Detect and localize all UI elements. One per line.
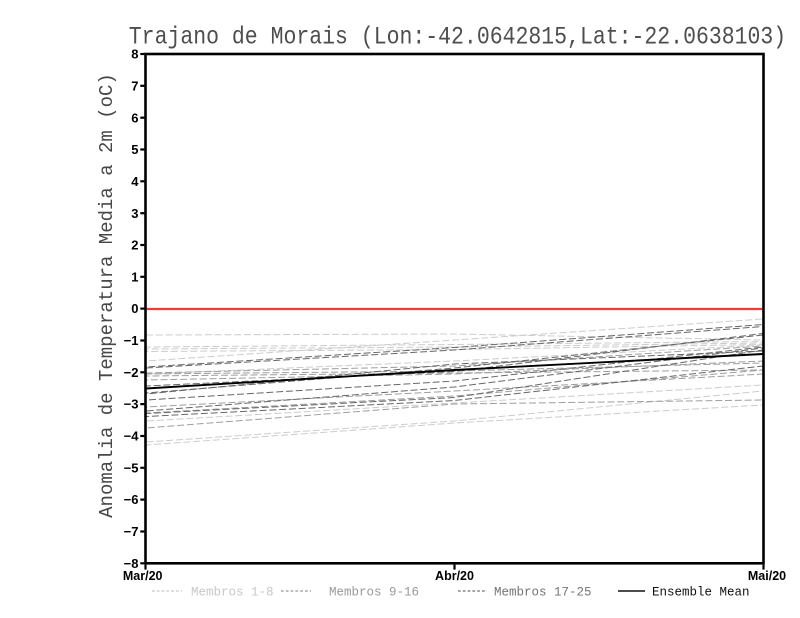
svg-text:Membros 9-16: Membros 9-16: [329, 586, 419, 600]
svg-text:4: 4: [131, 174, 139, 189]
svg-text:−3: −3: [124, 397, 139, 412]
svg-text:2: 2: [131, 238, 138, 253]
svg-text:Anomalia de Temperatura Media: Anomalia de Temperatura Media a 2m (oC): [96, 73, 118, 518]
svg-text:Mar/20: Mar/20: [123, 569, 163, 583]
svg-text:−4: −4: [124, 429, 140, 444]
svg-text:−8: −8: [124, 556, 139, 571]
svg-text:−2: −2: [124, 365, 139, 380]
svg-text:6: 6: [131, 110, 138, 125]
svg-text:Mai/20: Mai/20: [748, 569, 786, 583]
svg-text:8: 8: [131, 47, 138, 62]
svg-text:Abr/20: Abr/20: [435, 569, 474, 583]
svg-text:Ensemble Mean: Ensemble Mean: [652, 586, 750, 600]
svg-text:1: 1: [131, 269, 138, 284]
svg-text:5: 5: [131, 142, 138, 157]
svg-text:Membros 1-8: Membros 1-8: [191, 586, 274, 600]
svg-text:−7: −7: [124, 524, 139, 539]
svg-text:Membros 17-25: Membros 17-25: [494, 586, 592, 600]
svg-text:−5: −5: [124, 460, 139, 475]
svg-text:3: 3: [131, 206, 138, 221]
svg-text:−1: −1: [124, 333, 139, 348]
svg-text:0: 0: [131, 301, 138, 316]
svg-text:7: 7: [131, 78, 138, 93]
svg-text:Trajano de Morais (Lon:-42.064: Trajano de Morais (Lon:-42.0642815,Lat:-…: [129, 23, 786, 51]
svg-text:−6: −6: [124, 492, 139, 507]
